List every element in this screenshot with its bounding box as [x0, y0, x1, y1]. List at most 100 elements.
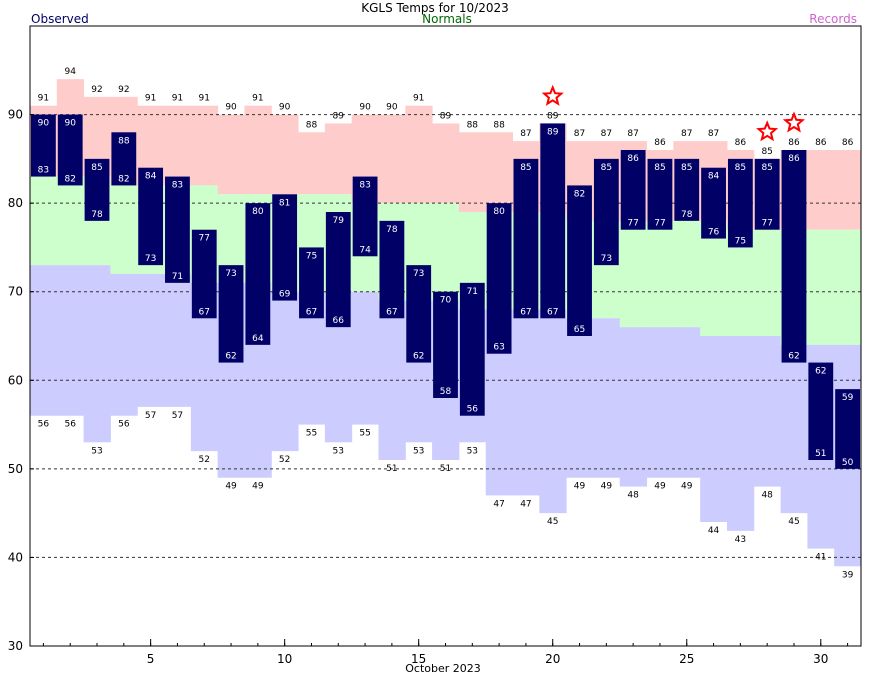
- observed-low-label: 66: [333, 316, 345, 326]
- observed-bar: [433, 291, 458, 398]
- record-high-label: 91: [413, 94, 424, 104]
- normal-band: [700, 220, 728, 336]
- record-low-band: [753, 336, 782, 487]
- observed-low-label: 58: [440, 387, 452, 397]
- record-low-label: 52: [279, 455, 290, 465]
- record-low-label: 41: [815, 553, 826, 563]
- observed-high-label: 59: [842, 393, 854, 403]
- observed-bar: [84, 158, 110, 221]
- observed-bar: [272, 194, 298, 301]
- record-high-label: 86: [735, 138, 747, 148]
- record-high-label: 87: [601, 129, 612, 139]
- record-low-label: 53: [91, 446, 102, 456]
- record-high-label: 91: [252, 94, 263, 104]
- normal-band: [619, 220, 648, 328]
- y-tick-label: 40: [8, 550, 23, 564]
- observed-low-label: 50: [842, 458, 854, 468]
- observed-low-label: 78: [681, 210, 693, 220]
- y-tick-label: 60: [8, 373, 23, 387]
- normal-band: [110, 185, 138, 274]
- observed-high-label: 82: [574, 189, 585, 199]
- observed-bar: [754, 158, 780, 230]
- y-tick-label: 70: [8, 285, 23, 299]
- normal-band: [56, 176, 85, 266]
- record-high-label: 88: [467, 120, 479, 130]
- record-low-label: 56: [38, 420, 50, 430]
- record-low-label: 57: [145, 411, 156, 421]
- record-low-band: [646, 327, 674, 478]
- record-high-label: 86: [788, 138, 800, 148]
- normal-band: [673, 220, 701, 328]
- observed-bar: [567, 185, 592, 336]
- observed-bar: [111, 132, 137, 186]
- record-high-band: [190, 105, 219, 186]
- record-low-label: 57: [172, 411, 183, 421]
- observed-low-label: 64: [252, 334, 264, 344]
- x-tick-label: 15: [411, 652, 426, 666]
- record-low-band: [592, 318, 621, 478]
- observed-low-label: 67: [386, 307, 397, 317]
- x-tick-label: 5: [147, 652, 155, 666]
- observed-bar: [325, 212, 351, 328]
- record-low-label: 56: [118, 420, 130, 430]
- observed-low-label: 82: [118, 174, 129, 184]
- record-low-band: [271, 291, 299, 452]
- record-high-label: 90: [279, 103, 291, 113]
- normal-band: [30, 176, 58, 266]
- observed-low-label: 77: [761, 219, 772, 229]
- x-tick-label: 25: [679, 652, 694, 666]
- record-high-label: 90: [225, 103, 237, 113]
- observed-bar: [593, 158, 619, 266]
- observed-bar: [218, 265, 244, 363]
- observed-low-label: 83: [38, 166, 49, 176]
- normal-band: [753, 229, 782, 336]
- observed-bar: [540, 123, 566, 319]
- x-axis-label: October 2023: [405, 662, 481, 675]
- record-high-label: 88: [493, 120, 505, 130]
- observed-bar: [31, 114, 56, 177]
- record-low-label: 47: [520, 499, 531, 509]
- record-high-label: 88: [306, 120, 318, 130]
- normal-band: [432, 203, 460, 301]
- record-low-label: 49: [601, 482, 613, 492]
- observed-low-label: 73: [601, 254, 612, 264]
- record-high-label: 86: [654, 138, 666, 148]
- observed-high-label: 78: [386, 225, 398, 235]
- observed-bar: [379, 220, 405, 319]
- record-low-label: 52: [199, 455, 210, 465]
- record-high-band: [834, 150, 862, 230]
- record-low-label: 45: [547, 517, 558, 527]
- observed-high-label: 85: [520, 163, 531, 173]
- record-high-label: 89: [440, 111, 452, 121]
- observed-bar: [835, 389, 860, 469]
- record-low-band: [110, 274, 138, 416]
- record-low-label: 51: [386, 464, 397, 474]
- observed-high-label: 83: [172, 181, 183, 191]
- observed-high-label: 75: [306, 251, 317, 261]
- normal-band: [834, 229, 862, 345]
- observed-high-label: 73: [413, 269, 424, 279]
- record-low-label: 49: [252, 482, 264, 492]
- x-tick-label: 30: [813, 652, 828, 666]
- record-high-label: 94: [64, 67, 76, 77]
- record-high-label: 86: [842, 138, 854, 148]
- observed-high-label: 89: [547, 127, 559, 137]
- record-low-label: 39: [842, 570, 854, 580]
- record-low-label: 47: [493, 499, 504, 509]
- legend-observed: Observed: [31, 12, 89, 26]
- observed-bar: [299, 247, 324, 319]
- record-low-label: 44: [708, 526, 720, 536]
- record-low-label: 45: [788, 517, 799, 527]
- observed-low-label: 62: [788, 352, 799, 362]
- observed-low-label: 62: [225, 352, 236, 362]
- observed-bar: [165, 176, 190, 283]
- observed-high-label: 73: [225, 269, 236, 279]
- observed-high-label: 86: [788, 154, 800, 164]
- record-low-label: 55: [359, 429, 370, 439]
- plot-area: 9083915690829456857892538882925684739157…: [8, 25, 862, 666]
- observed-high-label: 86: [627, 154, 639, 164]
- normal-band: [646, 220, 674, 328]
- record-high-band: [271, 114, 299, 195]
- observed-bar: [245, 203, 271, 345]
